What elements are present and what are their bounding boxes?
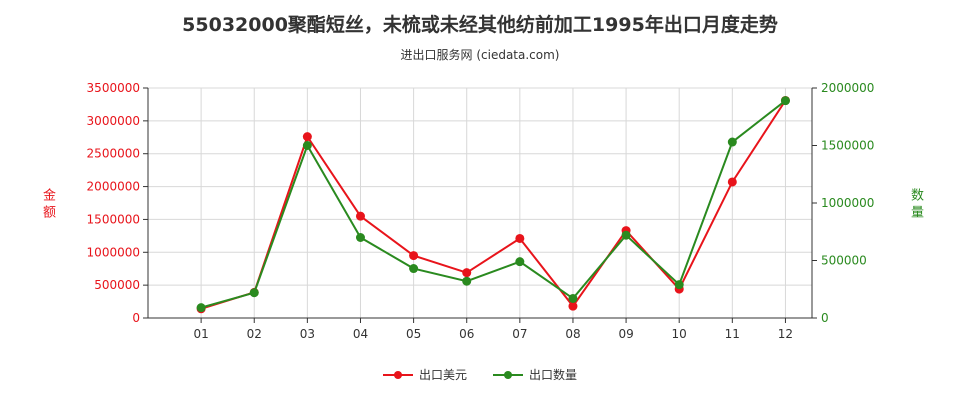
chart-subtitle: 进出口服务网 (ciedata.com) xyxy=(400,48,560,62)
x-tick-label: 10 xyxy=(672,327,687,341)
x-tick-label: 04 xyxy=(353,327,368,341)
x-tick-label: 09 xyxy=(618,327,633,341)
legend: 出口美元 出口数量 xyxy=(0,366,960,383)
data-point-qty xyxy=(515,257,525,267)
y-right-tick-label: 2000000 xyxy=(821,81,874,95)
legend-usd-label: 出口美元 xyxy=(418,368,467,382)
y-left-tick-label: 1500000 xyxy=(87,212,140,226)
y-left-tick-label: 2500000 xyxy=(87,147,140,161)
y-left-tick-label: 0 xyxy=(132,311,140,325)
x-tick-label: 02 xyxy=(247,327,262,341)
x-tick-label: 01 xyxy=(193,327,208,341)
legend-qty-swatch xyxy=(493,370,523,379)
data-point-qty xyxy=(409,264,419,274)
y-axis-right-label: 数量 xyxy=(908,188,923,222)
y-left-tick-label: 3000000 xyxy=(87,114,140,128)
series-line-qty xyxy=(200,99,787,309)
plot-frame xyxy=(147,87,813,319)
data-point-qty xyxy=(674,280,684,290)
data-point-qty xyxy=(727,137,737,147)
data-point-qty xyxy=(568,293,578,303)
y-left-tick-label: 2000000 xyxy=(87,180,140,194)
data-point-usd xyxy=(568,301,578,311)
x-tick-label: 03 xyxy=(300,327,315,341)
y-right-tick-label: 1500000 xyxy=(821,139,874,153)
data-point-qty xyxy=(196,303,206,313)
y-right-tick-label: 1000000 xyxy=(821,196,874,210)
data-point-qty xyxy=(462,276,472,286)
data-point-qty xyxy=(780,96,790,106)
x-tick-label: 05 xyxy=(406,327,421,341)
legend-usd-swatch xyxy=(382,370,413,379)
data-point-usd xyxy=(462,268,472,278)
y-left-tick-label: 3500000 xyxy=(87,81,140,95)
data-point-usd xyxy=(727,177,737,187)
y-right-tick-label: 500000 xyxy=(821,254,867,268)
data-point-qty xyxy=(621,230,631,240)
x-tick-label: 08 xyxy=(565,327,580,341)
x-tick-label: 06 xyxy=(459,327,474,341)
data-point-usd xyxy=(302,132,312,142)
y-left-tick-label: 1000000 xyxy=(87,245,140,259)
data-point-qty xyxy=(249,288,259,298)
y-axis-left-label: 金额 xyxy=(40,188,55,222)
legend-item-usd[interactable]: 出口美元 xyxy=(382,366,467,383)
y-left-tick-label: 500000 xyxy=(94,278,140,292)
data-point-usd xyxy=(409,251,419,261)
chart-title: 55032000聚酯短丝，未梳或未经其他纺前加工1995年出口月度走势 xyxy=(182,14,778,36)
legend-item-qty[interactable]: 出口数量 xyxy=(493,366,577,383)
legend-qty-label: 出口数量 xyxy=(529,368,578,382)
data-point-usd xyxy=(355,211,365,221)
series-line-usd xyxy=(200,99,787,310)
y-right-tick-label: 0 xyxy=(821,311,829,325)
data-point-qty xyxy=(302,141,312,150)
x-tick-label: 07 xyxy=(512,327,527,341)
x-tick-label: 11 xyxy=(725,327,740,341)
data-point-qty xyxy=(355,233,365,242)
x-tick-label: 12 xyxy=(778,327,793,341)
data-point-usd xyxy=(515,233,525,243)
